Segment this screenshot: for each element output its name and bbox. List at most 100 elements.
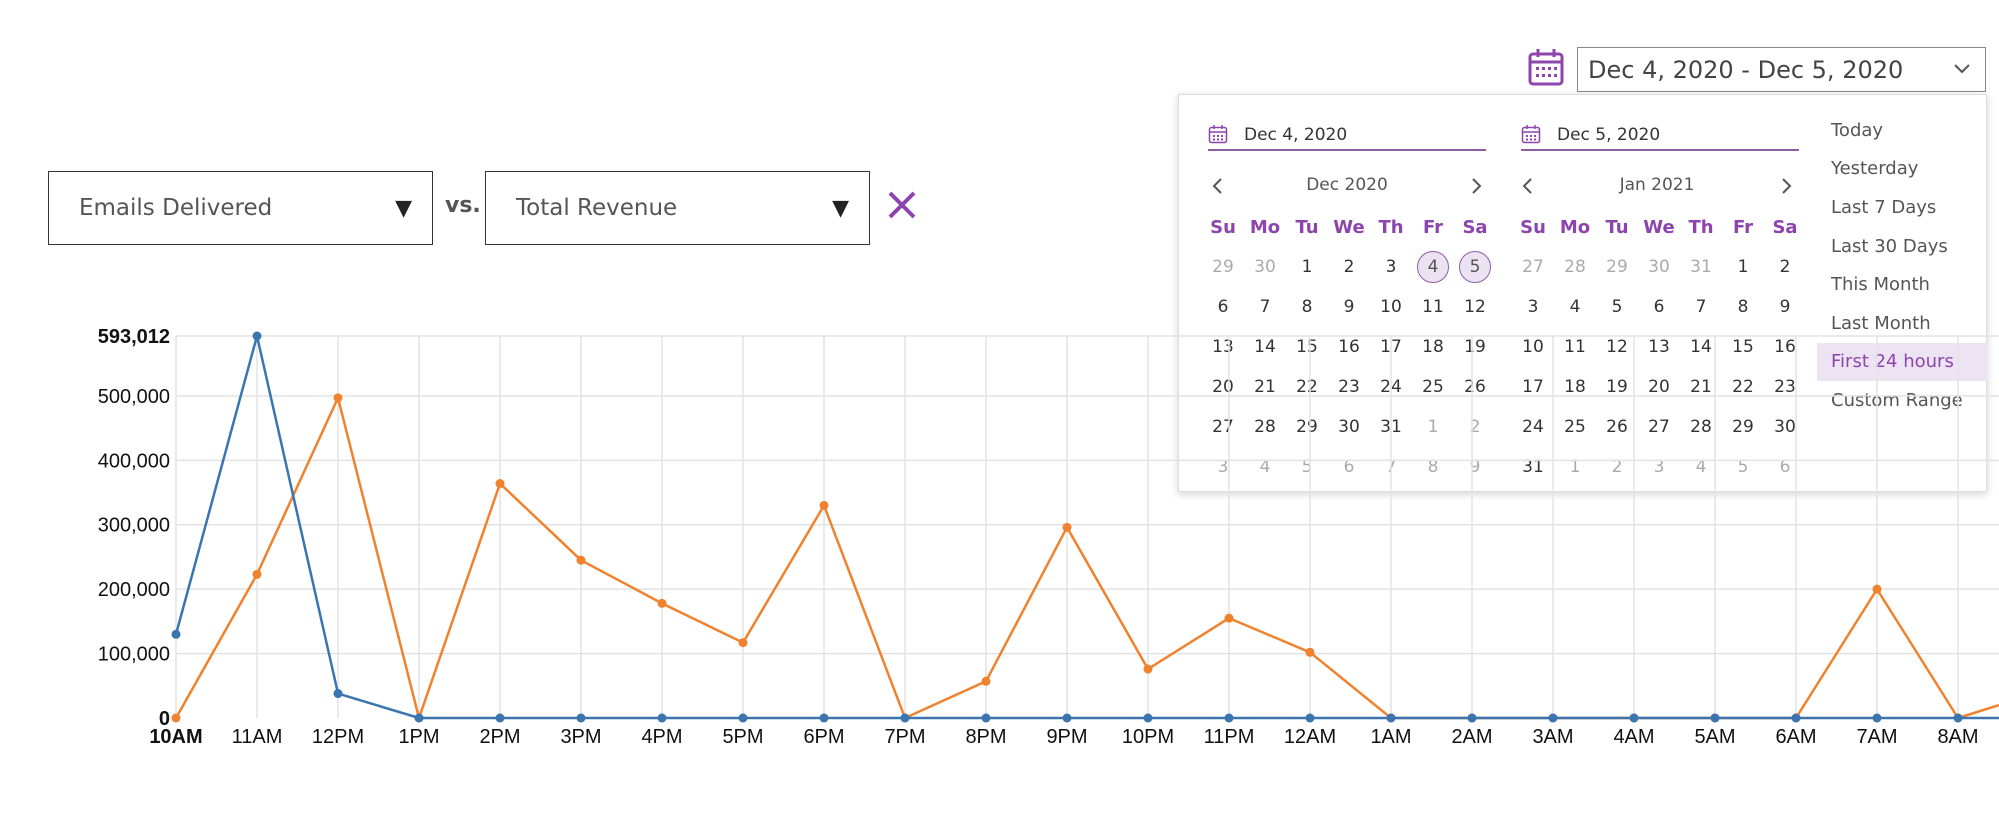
calendar-day[interactable]: 21: [1254, 377, 1276, 397]
calendar-day[interactable]: 12: [1606, 337, 1628, 357]
calendar-day[interactable]: 7: [1695, 297, 1707, 317]
series-point[interactable]: [252, 569, 262, 579]
calendar-day[interactable]: 14: [1690, 337, 1712, 357]
preset-range-item[interactable]: Last 7 Days: [1831, 196, 1937, 218]
series-point[interactable]: [657, 713, 667, 723]
series-point[interactable]: [171, 629, 181, 639]
series-point[interactable]: [333, 689, 343, 699]
series-point[interactable]: [333, 393, 343, 403]
calendar-day[interactable]: 30: [1338, 417, 1360, 437]
calendar-day[interactable]: 9: [1469, 457, 1481, 477]
calendar-day[interactable]: 8: [1427, 457, 1439, 477]
calendar-day[interactable]: 6: [1653, 297, 1665, 317]
preset-range-item[interactable]: Today: [1831, 119, 1884, 141]
calendar-day[interactable]: 2: [1779, 257, 1791, 277]
calendar-day[interactable]: 6: [1217, 297, 1229, 317]
calendar-day[interactable]: 8: [1737, 297, 1749, 317]
calendar-day[interactable]: 28: [1254, 417, 1276, 437]
series-point[interactable]: [576, 555, 586, 565]
calendar-day[interactable]: 25: [1422, 377, 1444, 397]
calendar-icon[interactable]: [1528, 48, 1564, 86]
preset-range-item[interactable]: Last 30 Days: [1831, 235, 1948, 257]
calendar-day[interactable]: 29: [1606, 257, 1628, 277]
series-point[interactable]: [1062, 713, 1072, 723]
series-point[interactable]: [1710, 713, 1720, 723]
series-point[interactable]: [738, 638, 748, 648]
calendar-day[interactable]: 3: [1653, 457, 1665, 477]
chevron-right-icon[interactable]: [1469, 177, 1483, 195]
calendar-day[interactable]: 23: [1774, 377, 1796, 397]
series-point[interactable]: [819, 500, 829, 510]
calendar-day[interactable]: 26: [1464, 377, 1486, 397]
metric-select-left[interactable]: Emails Delivered ▼: [48, 171, 433, 245]
calendar-day[interactable]: 4: [1259, 457, 1271, 477]
calendar-day[interactable]: 11: [1422, 297, 1444, 317]
calendar-day[interactable]: 10: [1522, 337, 1544, 357]
calendar-day[interactable]: 27: [1648, 417, 1670, 437]
calendar-day[interactable]: 30: [1254, 257, 1276, 277]
series-point[interactable]: [900, 713, 910, 723]
series-point[interactable]: [981, 713, 991, 723]
series-point[interactable]: [576, 713, 586, 723]
calendar-day[interactable]: 31: [1690, 257, 1712, 277]
calendar-day[interactable]: 25: [1564, 417, 1586, 437]
calendar-day[interactable]: 26: [1606, 417, 1628, 437]
calendar-day[interactable]: 8: [1301, 297, 1313, 317]
preset-range-item[interactable]: This Month: [1831, 274, 1930, 296]
series-point[interactable]: [1305, 647, 1315, 657]
calendar-day[interactable]: 7: [1259, 297, 1271, 317]
calendar-day[interactable]: 28: [1564, 257, 1586, 277]
series-point[interactable]: [1305, 713, 1315, 723]
series-point[interactable]: [1143, 713, 1153, 723]
calendar-day[interactable]: 19: [1606, 377, 1628, 397]
chevron-left-icon[interactable]: [1211, 177, 1225, 195]
calendar-day[interactable]: 18: [1422, 337, 1444, 357]
calendar-day[interactable]: 22: [1296, 377, 1318, 397]
calendar-day[interactable]: 28: [1690, 417, 1712, 437]
calendar-day[interactable]: 27: [1522, 257, 1544, 277]
calendar-day[interactable]: 13: [1648, 337, 1670, 357]
calendar-day[interactable]: 5: [1301, 457, 1313, 477]
preset-range-item[interactable]: Last Month: [1831, 312, 1931, 334]
series-point[interactable]: [171, 713, 181, 723]
series-point[interactable]: [1386, 713, 1396, 723]
series-point[interactable]: [414, 713, 424, 723]
calendar-day[interactable]: 22: [1732, 377, 1754, 397]
calendar-day[interactable]: 1: [1301, 257, 1313, 277]
calendar-day[interactable]: 2: [1469, 417, 1481, 437]
series-point[interactable]: [252, 331, 262, 341]
calendar-day[interactable]: 5: [1611, 297, 1623, 317]
calendar-day[interactable]: 11: [1564, 337, 1586, 357]
calendar-day[interactable]: 20: [1648, 377, 1670, 397]
calendar-day[interactable]: 4: [1569, 297, 1581, 317]
calendar-day[interactable]: 1: [1569, 457, 1581, 477]
calendar-day-selected[interactable]: 4: [1412, 247, 1454, 287]
series-point[interactable]: [1467, 713, 1477, 723]
calendar-day[interactable]: 2: [1611, 457, 1623, 477]
series-point[interactable]: [1224, 713, 1234, 723]
chevron-right-icon[interactable]: [1779, 177, 1793, 195]
end-date-field[interactable]: Dec 5, 2020: [1521, 123, 1799, 151]
series-point[interactable]: [657, 598, 667, 608]
series-point[interactable]: [1872, 713, 1882, 723]
calendar-day[interactable]: 1: [1737, 257, 1749, 277]
preset-range-item[interactable]: Yesterday: [1831, 158, 1919, 180]
calendar-day[interactable]: 6: [1779, 457, 1791, 477]
metric-select-right[interactable]: Total Revenue ▼: [485, 171, 870, 245]
calendar-day[interactable]: 3: [1527, 297, 1539, 317]
series-point[interactable]: [738, 713, 748, 723]
series-point[interactable]: [1548, 713, 1558, 723]
series-point[interactable]: [1872, 584, 1882, 594]
close-icon[interactable]: [885, 188, 919, 222]
calendar-day[interactable]: 30: [1648, 257, 1670, 277]
calendar-day[interactable]: 15: [1296, 337, 1318, 357]
calendar-day[interactable]: 19: [1464, 337, 1486, 357]
calendar-day[interactable]: 18: [1564, 377, 1586, 397]
series-point[interactable]: [819, 713, 829, 723]
calendar-day[interactable]: 10: [1380, 297, 1402, 317]
calendar-day[interactable]: 30: [1774, 417, 1796, 437]
calendar-day[interactable]: 4: [1695, 457, 1707, 477]
series-point[interactable]: [1791, 713, 1801, 723]
series-point[interactable]: [1143, 664, 1153, 674]
series-point[interactable]: [1062, 522, 1072, 532]
